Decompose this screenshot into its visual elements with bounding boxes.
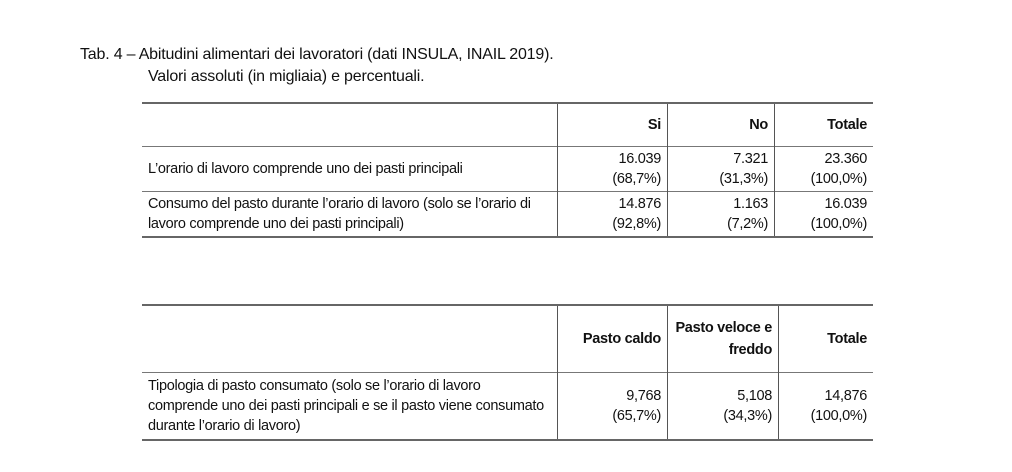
row-label: Consumo del pasto durante l’orario di la… xyxy=(148,196,531,232)
header-pasto-veloce: Pasto veloce e freddo xyxy=(667,305,779,373)
cell-pasto-caldo: 9,768 (65,7%) xyxy=(557,372,668,440)
header-totale: Totale xyxy=(778,305,873,373)
cell-si: 16.039 (68,7%) xyxy=(557,146,668,192)
header-row: Si No Totale xyxy=(142,103,873,147)
header-empty xyxy=(142,103,558,147)
meal-type-table: Pasto caldo Pasto veloce e freddo Totale… xyxy=(142,304,873,441)
cell-pasto-veloce: 5,108 (34,3%) xyxy=(667,372,779,440)
cell-totale: 14,876 (100,0%) xyxy=(778,372,873,440)
header-no: No xyxy=(667,103,775,147)
cell-no: 7.321 (31,3%) xyxy=(667,146,775,192)
header-totale: Totale xyxy=(774,103,873,147)
row-label: L’orario di lavoro comprende uno dei pas… xyxy=(148,161,463,177)
table-caption: Tab. 4 – Abitudini alimentari dei lavora… xyxy=(80,44,554,88)
cell-totale: 16.039 (100,0%) xyxy=(774,191,873,237)
header-pasto-caldo: Pasto caldo xyxy=(557,305,668,373)
table-row: L’orario di lavoro comprende uno dei pas… xyxy=(142,146,873,192)
header-empty xyxy=(142,305,558,373)
header-si: Si xyxy=(557,103,668,147)
table-row: Consumo del pasto durante l’orario di la… xyxy=(142,191,873,237)
caption-line-1: Tab. 4 – Abitudini alimentari dei lavora… xyxy=(80,46,554,63)
cell-no: 1.163 (7,2%) xyxy=(667,191,775,237)
caption-line-2: Valori assoluti (in migliaia) e percentu… xyxy=(148,68,425,85)
row-label: Tipologia di pasto consumato (solo se l’… xyxy=(148,378,544,434)
meal-habits-table: Si No Totale L’orario di lavoro comprend… xyxy=(142,102,873,238)
table-row: Tipologia di pasto consumato (solo se l’… xyxy=(142,372,873,440)
cell-totale: 23.360 (100,0%) xyxy=(774,146,873,192)
header-row: Pasto caldo Pasto veloce e freddo Totale xyxy=(142,305,873,373)
cell-si: 14.876 (92,8%) xyxy=(557,191,668,237)
